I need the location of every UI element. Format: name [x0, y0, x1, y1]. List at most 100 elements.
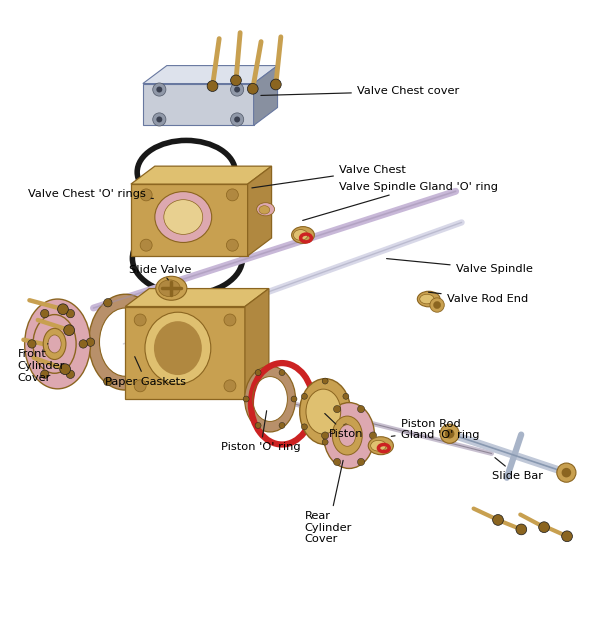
Ellipse shape — [292, 226, 314, 243]
Circle shape — [134, 314, 146, 326]
Circle shape — [433, 301, 440, 309]
Circle shape — [255, 370, 261, 375]
Text: Piston: Piston — [325, 413, 363, 439]
Bar — [125, 306, 245, 399]
Ellipse shape — [257, 203, 275, 216]
Ellipse shape — [293, 230, 308, 240]
Text: Valve Chest: Valve Chest — [252, 165, 406, 188]
Ellipse shape — [25, 299, 91, 389]
Circle shape — [230, 113, 244, 126]
Ellipse shape — [245, 366, 296, 432]
Bar — [131, 184, 248, 256]
Circle shape — [224, 380, 236, 392]
Circle shape — [343, 393, 349, 399]
Circle shape — [64, 325, 74, 335]
Circle shape — [322, 378, 328, 384]
Ellipse shape — [339, 425, 356, 446]
Polygon shape — [131, 166, 272, 184]
Ellipse shape — [159, 280, 180, 297]
Circle shape — [28, 340, 36, 348]
Circle shape — [230, 83, 244, 96]
Polygon shape — [254, 65, 278, 126]
Circle shape — [322, 439, 328, 445]
Circle shape — [247, 84, 258, 94]
Circle shape — [334, 458, 341, 465]
Circle shape — [291, 396, 297, 402]
Ellipse shape — [43, 328, 66, 359]
Circle shape — [271, 79, 281, 90]
Bar — [143, 84, 254, 126]
Circle shape — [226, 189, 238, 201]
Ellipse shape — [155, 191, 212, 242]
Circle shape — [224, 314, 236, 326]
Circle shape — [134, 380, 146, 392]
Circle shape — [157, 86, 163, 93]
Circle shape — [279, 370, 285, 375]
Circle shape — [207, 81, 218, 91]
Circle shape — [234, 117, 240, 122]
Circle shape — [243, 396, 249, 402]
Circle shape — [440, 424, 459, 443]
Ellipse shape — [154, 321, 202, 375]
Circle shape — [140, 239, 152, 251]
Circle shape — [66, 370, 74, 378]
Ellipse shape — [332, 416, 362, 455]
Ellipse shape — [48, 335, 61, 353]
Circle shape — [445, 429, 454, 439]
Circle shape — [370, 432, 377, 439]
Circle shape — [334, 406, 341, 413]
Text: Valve Spindle: Valve Spindle — [386, 259, 533, 274]
Polygon shape — [143, 65, 278, 84]
Circle shape — [562, 468, 571, 477]
Circle shape — [226, 239, 238, 251]
Circle shape — [41, 370, 49, 378]
Ellipse shape — [164, 200, 203, 235]
Circle shape — [343, 424, 349, 430]
Circle shape — [557, 463, 576, 482]
Ellipse shape — [420, 294, 434, 304]
Circle shape — [49, 341, 59, 352]
Circle shape — [255, 422, 261, 429]
Circle shape — [516, 524, 527, 535]
Circle shape — [139, 377, 147, 385]
Text: Paper Gaskets: Paper Gaskets — [106, 357, 187, 387]
Polygon shape — [125, 288, 269, 306]
Text: Rear
Cylinder
Cover: Rear Cylinder Cover — [305, 460, 352, 545]
Ellipse shape — [253, 377, 287, 422]
Circle shape — [60, 364, 71, 375]
Circle shape — [104, 299, 112, 307]
Ellipse shape — [323, 403, 374, 469]
Text: Valve Chest 'O' rings: Valve Chest 'O' rings — [28, 190, 154, 199]
Circle shape — [562, 531, 572, 541]
Polygon shape — [248, 166, 272, 256]
Circle shape — [140, 189, 152, 201]
Ellipse shape — [156, 276, 187, 301]
Text: Valve Chest cover: Valve Chest cover — [261, 86, 459, 96]
Ellipse shape — [89, 294, 162, 390]
Text: Valve Spindle Gland 'O' ring: Valve Spindle Gland 'O' ring — [302, 181, 498, 221]
Circle shape — [301, 393, 307, 399]
Circle shape — [153, 113, 166, 126]
Ellipse shape — [300, 378, 350, 444]
Ellipse shape — [145, 312, 211, 384]
Circle shape — [153, 83, 166, 96]
Text: Front
Cylinder
Cover: Front Cylinder Cover — [17, 344, 65, 383]
Circle shape — [79, 340, 88, 348]
Ellipse shape — [371, 441, 386, 451]
Ellipse shape — [259, 205, 270, 214]
Circle shape — [104, 377, 112, 385]
Circle shape — [230, 75, 241, 86]
Text: Slide Bar: Slide Bar — [491, 458, 542, 481]
Circle shape — [301, 424, 307, 430]
Circle shape — [539, 522, 550, 533]
Ellipse shape — [368, 437, 394, 455]
Circle shape — [58, 304, 68, 314]
Ellipse shape — [418, 291, 440, 307]
Text: Piston Rod
Gland 'O' ring: Piston Rod Gland 'O' ring — [391, 418, 479, 441]
Circle shape — [156, 338, 164, 346]
Circle shape — [234, 86, 240, 93]
Ellipse shape — [306, 389, 341, 434]
Circle shape — [139, 299, 147, 307]
Text: Valve Rod End: Valve Rod End — [428, 292, 528, 304]
Circle shape — [41, 309, 49, 318]
